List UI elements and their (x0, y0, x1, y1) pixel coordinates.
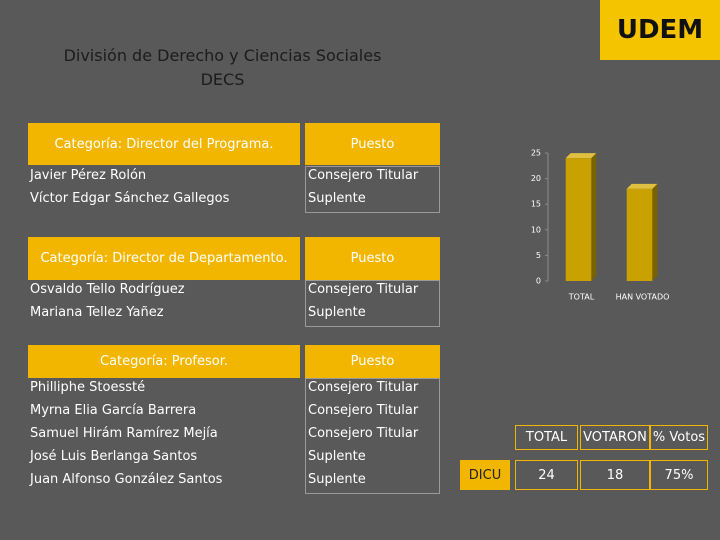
position-header: Puesto (305, 123, 440, 165)
chart: 0 5 10 15 20 25 TOTAL HAN VOTADO (531, 149, 670, 302)
position-box (305, 166, 440, 213)
position-cell: Suplente (308, 472, 366, 487)
name-cell: Osvaldo Tello Rodríguez (30, 282, 185, 297)
results-cell: 18 (580, 460, 650, 490)
y-tick-label: 20 (531, 174, 541, 183)
category-header: Categoría: Profesor. (28, 345, 300, 378)
y-tick-label: 10 (531, 225, 541, 234)
results-header: % Votos (650, 425, 708, 450)
results-cell: 75% (650, 460, 708, 490)
position-box (305, 378, 440, 494)
name-cell: Víctor Edgar Sánchez Gallegos (30, 191, 230, 206)
position-cell: Suplente (308, 305, 366, 320)
name-cell: Philliphe Stoessté (30, 380, 146, 395)
y-tick-label: 0 (536, 277, 541, 286)
bar (565, 158, 592, 281)
y-tick-label: 15 (531, 200, 541, 209)
name-cell: Mariana Tellez Yañez (30, 305, 164, 320)
position-cell: Consejero Titular (308, 403, 419, 418)
subtitle: DECS (200, 70, 245, 89)
position-cell: Suplente (308, 449, 366, 464)
name-cell: Samuel Hirám Ramírez Mejía (30, 426, 218, 441)
results-header: VOTARON (580, 425, 650, 450)
y-tick-label: 25 (531, 149, 541, 158)
x-tick-label: TOTAL (568, 293, 595, 302)
logo: UDEM (600, 0, 720, 60)
position-cell: Consejero Titular (308, 426, 419, 441)
position-cell: Consejero Titular (308, 380, 419, 395)
position-header: Puesto (305, 237, 440, 280)
bar-side (591, 153, 597, 281)
position-cell: Consejero Titular (308, 282, 419, 297)
name-cell: Juan Alfonso González Santos (30, 472, 223, 487)
position-box (305, 280, 440, 327)
y-tick-label: 5 (536, 251, 541, 260)
bar (626, 188, 653, 281)
results-row-label: DICU (460, 460, 510, 490)
name-cell: Myrna Elia García Barrera (30, 403, 197, 418)
category-header: Categoría: Director de Departamento. (28, 237, 300, 280)
category-header: Categoría: Director del Programa. (28, 123, 300, 165)
bar-top (626, 183, 658, 189)
position-header: Puesto (305, 345, 440, 378)
x-tick-label: HAN VOTADO (616, 293, 670, 302)
position-cell: Suplente (308, 191, 366, 206)
name-cell: Javier Pérez Rolón (30, 168, 147, 183)
results-header: TOTAL (515, 425, 578, 450)
position-cell: Consejero Titular (308, 168, 419, 183)
title: División de Derecho y Ciencias Sociales (63, 46, 382, 65)
name-cell: José Luis Berlanga Santos (30, 449, 198, 464)
bar-top (565, 153, 597, 159)
results-cell: 24 (515, 460, 578, 490)
bar-side (652, 183, 658, 281)
